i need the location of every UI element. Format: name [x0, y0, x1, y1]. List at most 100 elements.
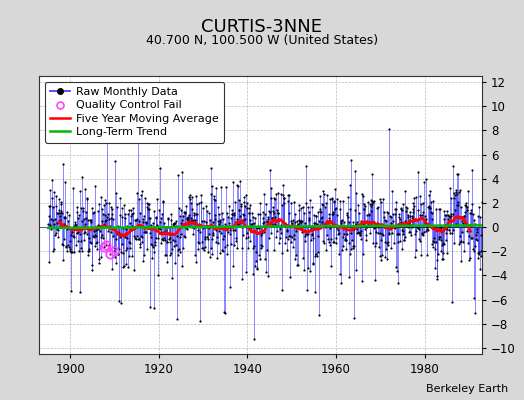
Point — [70, 233, 79, 240]
Point — [431, 246, 439, 252]
Point — [144, 201, 152, 207]
Point — [429, 198, 438, 204]
Point — [341, 237, 349, 243]
Point — [140, 252, 148, 258]
Point — [361, 225, 369, 232]
Point — [142, 229, 150, 236]
Point — [474, 250, 482, 256]
Point — [329, 239, 337, 245]
Point — [139, 258, 147, 264]
Point — [196, 199, 205, 205]
Point — [250, 243, 259, 250]
Point — [197, 222, 205, 228]
Point — [394, 238, 402, 245]
Point — [342, 236, 351, 243]
Point — [265, 235, 274, 241]
Point — [249, 245, 257, 251]
Point — [288, 219, 296, 226]
Point — [396, 216, 404, 223]
Point — [430, 224, 439, 230]
Point — [198, 244, 206, 251]
Point — [241, 211, 249, 218]
Point — [360, 200, 368, 207]
Point — [46, 222, 54, 228]
Point — [121, 214, 129, 221]
Point — [193, 211, 201, 218]
Point — [428, 216, 436, 222]
Point — [185, 211, 194, 218]
Point — [249, 270, 257, 277]
Point — [204, 222, 213, 229]
Point — [203, 234, 211, 240]
Point — [206, 165, 215, 172]
Point — [250, 263, 259, 270]
Point — [436, 206, 444, 212]
Point — [213, 204, 222, 210]
Point — [354, 229, 362, 235]
Point — [403, 204, 411, 211]
Point — [217, 210, 226, 216]
Point — [329, 209, 337, 215]
Point — [180, 234, 189, 240]
Point — [418, 212, 426, 218]
Point — [257, 232, 266, 239]
Point — [56, 213, 64, 219]
Point — [445, 212, 453, 219]
Point — [287, 199, 295, 206]
Point — [465, 256, 473, 263]
Point — [471, 221, 479, 227]
Point — [190, 225, 199, 232]
Point — [78, 248, 86, 254]
Point — [105, 223, 114, 229]
Point — [431, 264, 440, 271]
Point — [219, 248, 227, 255]
Point — [148, 220, 157, 226]
Point — [82, 215, 90, 222]
Point — [290, 256, 299, 262]
Point — [89, 233, 97, 240]
Point — [122, 247, 130, 254]
Point — [194, 240, 203, 246]
Point — [400, 237, 408, 243]
Point — [101, 212, 110, 218]
Point — [80, 230, 89, 236]
Point — [244, 210, 253, 217]
Point — [409, 209, 418, 215]
Point — [215, 211, 223, 217]
Point — [307, 226, 315, 232]
Point — [51, 232, 59, 238]
Point — [51, 229, 60, 236]
Point — [68, 225, 77, 231]
Point — [318, 219, 326, 226]
Point — [97, 232, 106, 239]
Point — [247, 228, 255, 234]
Point — [338, 217, 346, 224]
Point — [451, 192, 459, 198]
Point — [477, 248, 485, 254]
Point — [440, 216, 449, 222]
Point — [390, 240, 398, 246]
Point — [241, 202, 249, 209]
Point — [216, 250, 224, 257]
Point — [78, 174, 86, 180]
Point — [421, 213, 430, 219]
Point — [330, 199, 339, 206]
Point — [238, 224, 246, 230]
Point — [184, 214, 192, 220]
Point — [108, 266, 116, 273]
Point — [329, 211, 337, 217]
Point — [403, 212, 412, 218]
Point — [212, 238, 220, 245]
Point — [416, 238, 424, 244]
Point — [208, 251, 216, 258]
Point — [117, 240, 126, 247]
Point — [317, 215, 325, 221]
Point — [416, 212, 424, 218]
Point — [466, 235, 475, 241]
Point — [373, 220, 381, 226]
Point — [233, 216, 242, 222]
Point — [346, 251, 354, 257]
Point — [199, 205, 208, 211]
Point — [294, 221, 302, 227]
Point — [238, 245, 246, 251]
